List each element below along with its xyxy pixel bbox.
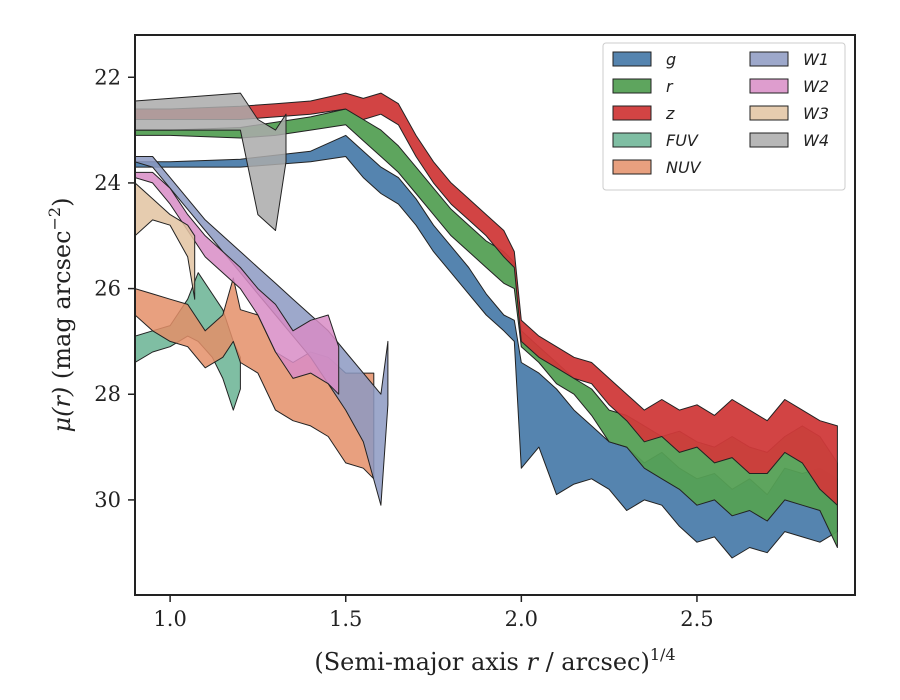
legend-swatch-w3 [749,105,789,121]
legend-label-g: g [666,50,676,69]
legend: grz FUV NUV W1 W2 W3 W4 [602,42,846,191]
band-z [135,92,838,506]
profile-bands [135,92,838,559]
legend-swatch-w4 [749,132,789,148]
legend-swatch-w1 [749,51,789,67]
band-r [135,108,838,548]
band-fuv [135,272,241,411]
legend-label-w2: W2 [803,77,829,96]
band-w3 [135,182,196,300]
legend-label-w3: W3 [803,104,829,123]
y-tick-label: 26 [94,277,121,301]
legend-swatch-r [612,78,652,94]
y-tick-label: 24 [94,171,121,195]
plot-frame [134,34,856,596]
y-tick-label: 30 [94,488,121,512]
legend-swatch-z [612,105,652,121]
y-tick-label: 28 [94,382,121,406]
y-tick-label: 22 [94,65,121,89]
y-ticks: 22 24 26 28 30 [94,65,135,512]
legend-label-nuv: NUV [666,158,702,177]
legend-label-z: z [665,104,675,123]
legend-swatch-fuv [612,132,652,148]
band-w1 [135,156,389,506]
x-tick-label: 1.0 [153,607,186,631]
legend-swatch-w2 [749,78,789,94]
legend-label-w4: W4 [803,131,829,150]
legend-swatch-g [612,51,652,67]
y-axis-label: μ(r) (mag arcsec−2) [45,197,76,432]
legend-label-fuv: FUV [666,131,699,150]
legend-label-w1: W1 [803,50,829,69]
x-ticks: 1.0 1.5 2.0 2.5 [153,595,714,631]
legend-swatch-nuv [612,159,652,175]
x-tick-label: 1.5 [329,607,362,631]
x-tick-label: 2.0 [505,607,538,631]
x-axis-label: (Semi-major axis r / arcsec)1/4 [314,645,675,676]
band-w4 [135,92,287,231]
legend-label-r: r [666,77,674,96]
x-tick-label: 2.5 [680,607,713,631]
